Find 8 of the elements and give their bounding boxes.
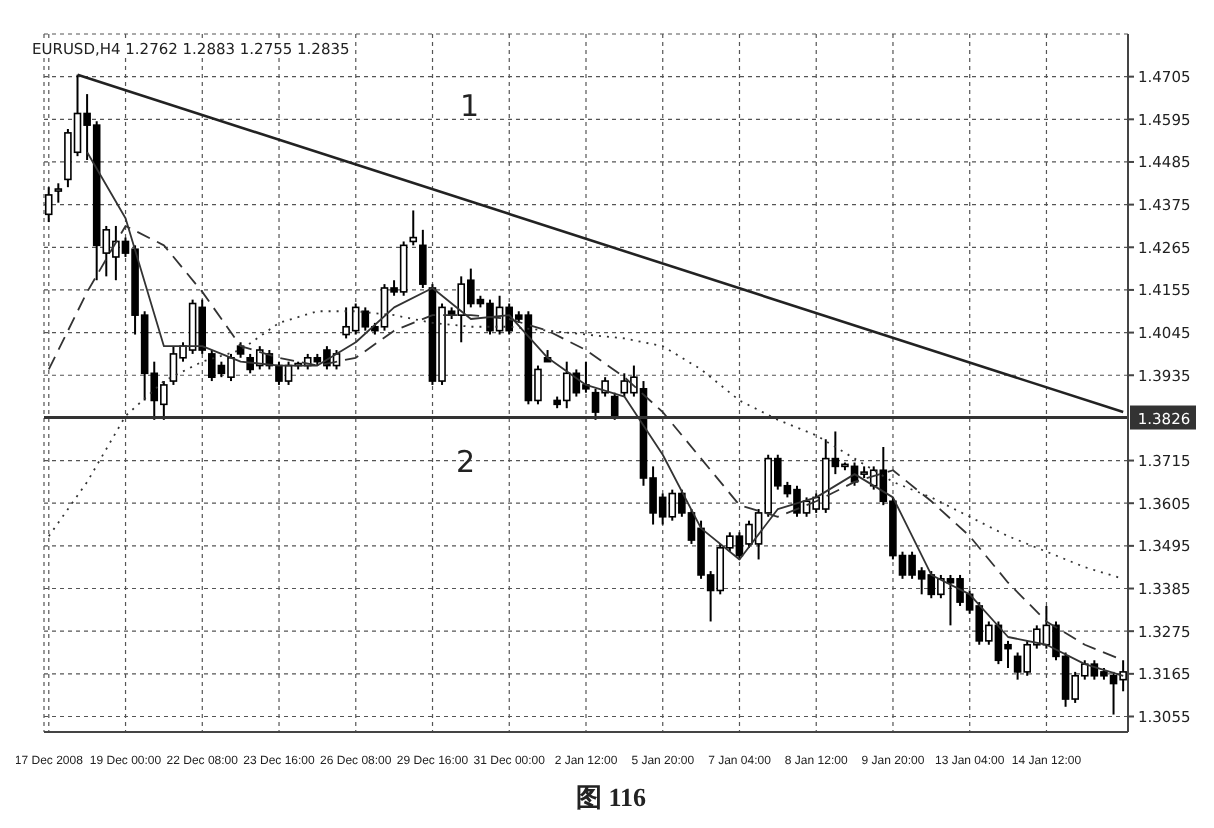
caption: 图 116 bbox=[576, 780, 647, 816]
candlestick bbox=[610, 391, 619, 421]
annotation: 2 bbox=[456, 444, 476, 480]
candlestick bbox=[409, 209, 418, 247]
candlestick bbox=[44, 186, 53, 224]
candlestick bbox=[419, 228, 427, 289]
candlestick bbox=[54, 182, 63, 204]
annotation: 1 bbox=[460, 88, 480, 124]
